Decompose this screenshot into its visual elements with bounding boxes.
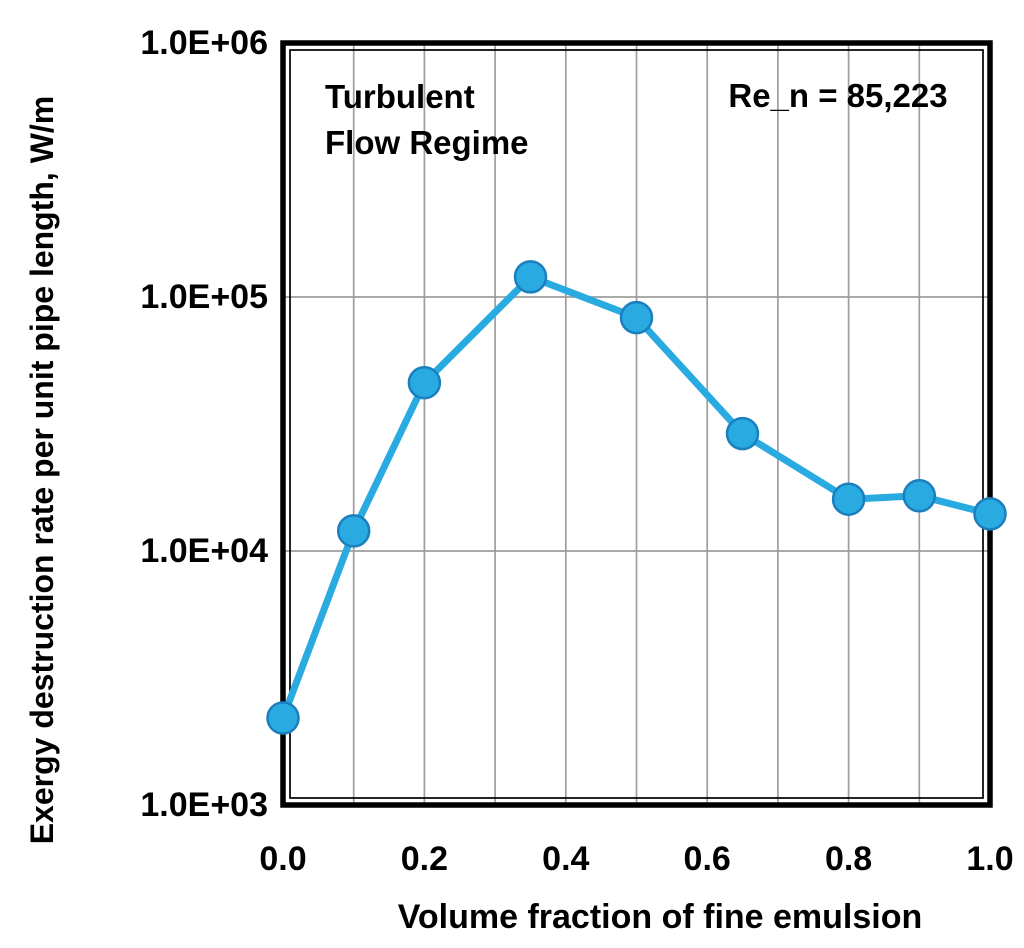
x-axis-tick-label: 0.4 xyxy=(542,840,590,878)
data-point-marker xyxy=(407,365,442,400)
reynolds-number-annotation: Re_n = 85,223 xyxy=(728,77,948,114)
data-point-marker xyxy=(725,416,760,451)
flow-regime-annotation-line1: Turbulent xyxy=(325,78,475,115)
x-axis-tick-label: 0.0 xyxy=(259,840,307,878)
y-axis-tick-label: 1.0E+05 xyxy=(140,278,268,316)
data-point-marker xyxy=(336,514,371,548)
y-axis-tick-label: 1.0E+06 xyxy=(140,24,268,62)
data-point-marker xyxy=(513,260,548,294)
data-point-marker xyxy=(266,701,300,735)
plot-frame-outer xyxy=(280,40,993,808)
x-axis-tick-label: 0.8 xyxy=(824,840,873,878)
data-point-marker xyxy=(973,497,1007,531)
data-point-marker xyxy=(902,479,937,513)
x-axis-tick-label: 1.0 xyxy=(966,840,1014,878)
y-axis-tick-label: 1.0E+04 xyxy=(140,532,268,570)
data-point-marker xyxy=(831,482,866,516)
flow-regime-annotation: Turbulent Flow Regime xyxy=(325,74,529,166)
x-axis-tick-label: 0.2 xyxy=(400,840,449,878)
data-point-marker xyxy=(619,300,654,335)
y-axis-tick-label: 1.0E+03 xyxy=(140,786,268,824)
plot-frame-inner xyxy=(289,49,984,799)
y-axis-title: Exergy destruction rate per unit pipe le… xyxy=(24,95,60,845)
x-axis-tick-label: 0.6 xyxy=(683,840,731,878)
x-axis-title: Volume fraction of fine emulsion xyxy=(397,898,923,936)
flow-regime-annotation-line2: Flow Regime xyxy=(325,124,529,161)
